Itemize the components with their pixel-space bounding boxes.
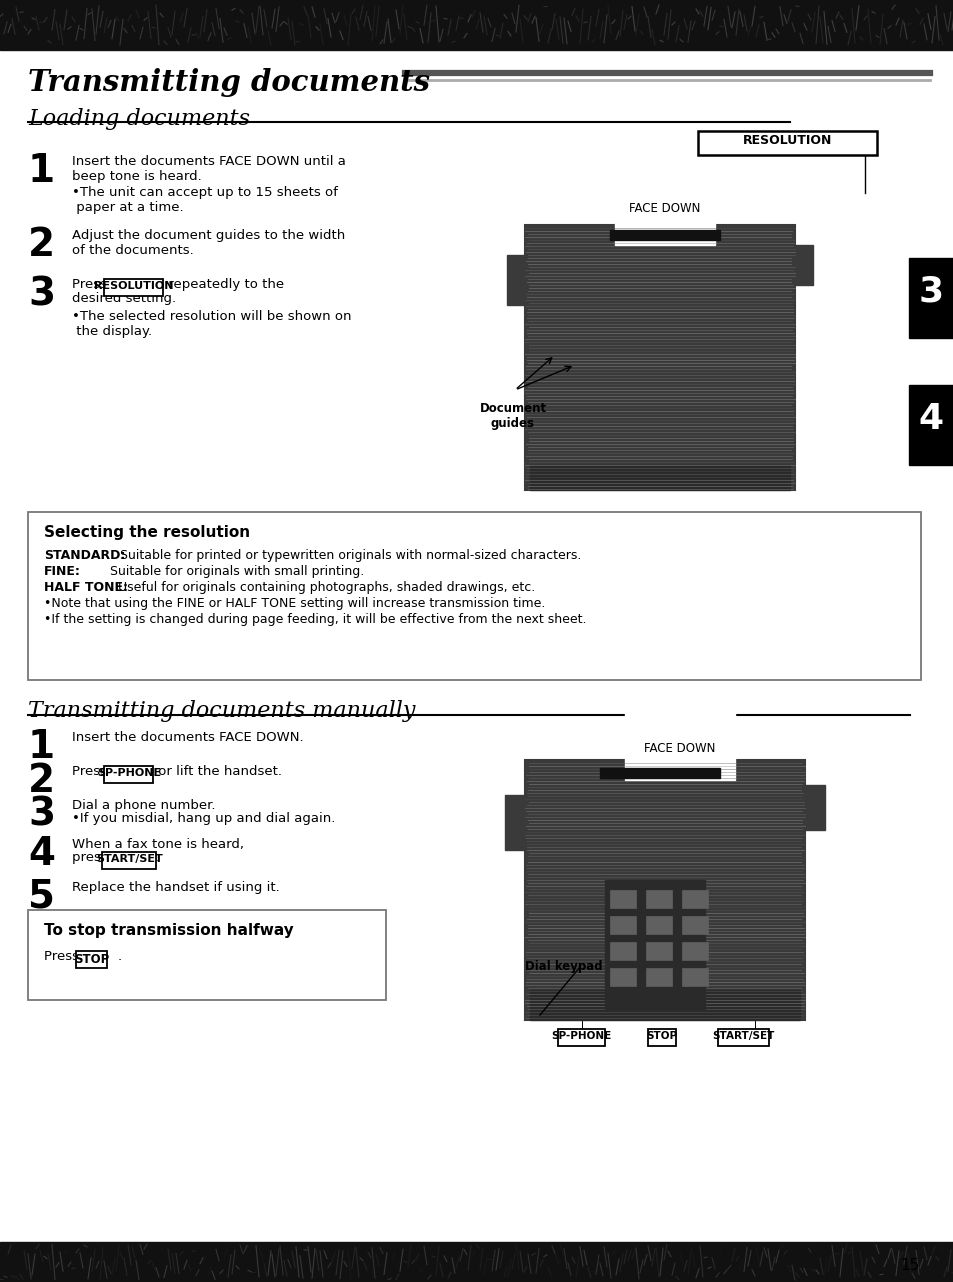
Text: Suitable for printed or typewritten originals with normal-sized characters.: Suitable for printed or typewritten orig… [112, 549, 580, 562]
Bar [530, 465, 789, 490]
Text: Insert the documents FACE DOWN.: Insert the documents FACE DOWN. [71, 731, 303, 744]
Text: 4: 4 [918, 403, 943, 436]
Bar [599, 768, 720, 778]
Text: Replace the handset if using it.: Replace the handset if using it. [71, 881, 279, 894]
Bar [624, 700, 734, 779]
Text: desired setting.: desired setting. [71, 292, 176, 305]
Bar [28, 910, 386, 1000]
Bar [681, 968, 707, 986]
Text: •The selected resolution will be shown on
 the display.: •The selected resolution will be shown o… [71, 310, 351, 338]
Text: .: . [155, 851, 159, 864]
Text: START/SET: START/SET [712, 1031, 774, 1041]
FancyBboxPatch shape [648, 1028, 676, 1046]
Text: repeatedly to the: repeatedly to the [163, 278, 283, 291]
Bar [645, 968, 671, 986]
Bar [504, 795, 524, 850]
Text: 2: 2 [28, 226, 55, 264]
Text: •The unit can accept up to 15 sheets of
 paper at a time.: •The unit can accept up to 15 sheets of … [71, 186, 337, 214]
Text: .: . [118, 950, 122, 963]
FancyBboxPatch shape [105, 278, 163, 295]
Text: To stop transmission halfway: To stop transmission halfway [44, 923, 294, 938]
Text: HALF TONE:: HALF TONE: [44, 581, 128, 594]
FancyBboxPatch shape [76, 950, 107, 968]
Bar [681, 942, 707, 960]
Text: Press: Press [71, 765, 112, 778]
Bar [524, 226, 794, 490]
Text: STOP: STOP [646, 1031, 678, 1041]
Bar [615, 155, 714, 245]
FancyBboxPatch shape [105, 765, 153, 782]
FancyBboxPatch shape [102, 851, 156, 868]
Text: Dial a phone number.: Dial a phone number. [71, 799, 215, 812]
Bar [28, 512, 920, 679]
Text: Useful for originals containing photographs, shaded drawings, etc.: Useful for originals containing photogra… [113, 581, 535, 594]
Text: or lift the handset.: or lift the handset. [153, 765, 281, 778]
Text: FACE DOWN: FACE DOWN [643, 741, 715, 755]
Text: 5: 5 [28, 878, 55, 917]
Text: Press: Press [71, 278, 112, 291]
Text: RESOLUTION: RESOLUTION [742, 135, 831, 147]
Bar [609, 890, 636, 908]
Text: 1: 1 [28, 153, 55, 190]
Text: Transmitting documents manually: Transmitting documents manually [28, 700, 416, 722]
Text: STANDARD:: STANDARD: [44, 549, 125, 562]
Text: 15: 15 [900, 1258, 919, 1273]
Bar [645, 917, 671, 935]
Bar [908, 258, 953, 338]
Text: FINE:: FINE: [44, 565, 81, 578]
Text: Insert the documents FACE DOWN until a
beep tone is heard.: Insert the documents FACE DOWN until a b… [71, 155, 346, 183]
Bar [804, 785, 824, 829]
Text: •Note that using the FINE or HALF TONE setting will increase transmission time.: •Note that using the FINE or HALF TONE s… [44, 597, 545, 610]
Text: Suitable for originals with small printing.: Suitable for originals with small printi… [74, 565, 364, 578]
Text: 3: 3 [28, 276, 55, 313]
Text: Transmitting documents: Transmitting documents [28, 68, 430, 97]
Bar [524, 760, 804, 1020]
Text: •If the setting is changed during page feeding, it will be effective from the ne: •If the setting is changed during page f… [44, 613, 586, 626]
Bar [645, 942, 671, 960]
Text: Document
guides: Document guides [479, 403, 546, 429]
Text: •If you misdial, hang up and dial again.: •If you misdial, hang up and dial again. [71, 812, 335, 826]
Bar [609, 229, 720, 240]
Text: SP-PHONE: SP-PHONE [96, 768, 161, 778]
Text: FACE DOWN: FACE DOWN [629, 201, 700, 214]
Bar [0, 1242, 953, 1282]
Bar [530, 990, 800, 1020]
Bar [0, 0, 953, 50]
Text: Dial keypad: Dial keypad [524, 960, 602, 973]
FancyBboxPatch shape [718, 1028, 768, 1046]
Bar [609, 942, 636, 960]
Text: 1: 1 [28, 728, 55, 767]
Text: 3: 3 [28, 796, 55, 835]
Text: press: press [71, 851, 112, 864]
Text: 4: 4 [28, 835, 55, 873]
Text: 2: 2 [28, 762, 55, 800]
Text: STOP: STOP [73, 953, 109, 967]
Bar [908, 385, 953, 465]
Text: RESOLUTION: RESOLUTION [94, 281, 173, 291]
Text: SP-PHONE: SP-PHONE [551, 1031, 611, 1041]
Bar [604, 879, 704, 1010]
Text: Loading documents: Loading documents [28, 108, 250, 129]
Bar [609, 917, 636, 935]
Bar [506, 255, 524, 305]
Bar [609, 968, 636, 986]
FancyBboxPatch shape [558, 1028, 604, 1046]
Text: Adjust the document guides to the width
of the documents.: Adjust the document guides to the width … [71, 229, 345, 256]
Text: Selecting the resolution: Selecting the resolution [44, 526, 250, 540]
Text: 3: 3 [918, 276, 943, 309]
Text: START/SET: START/SET [96, 854, 163, 864]
Text: When a fax tone is heard,: When a fax tone is heard, [71, 838, 244, 851]
Bar [681, 890, 707, 908]
Text: Press: Press [44, 950, 83, 963]
Bar [645, 890, 671, 908]
Bar [681, 917, 707, 935]
FancyBboxPatch shape [698, 131, 876, 155]
Bar [794, 245, 812, 285]
